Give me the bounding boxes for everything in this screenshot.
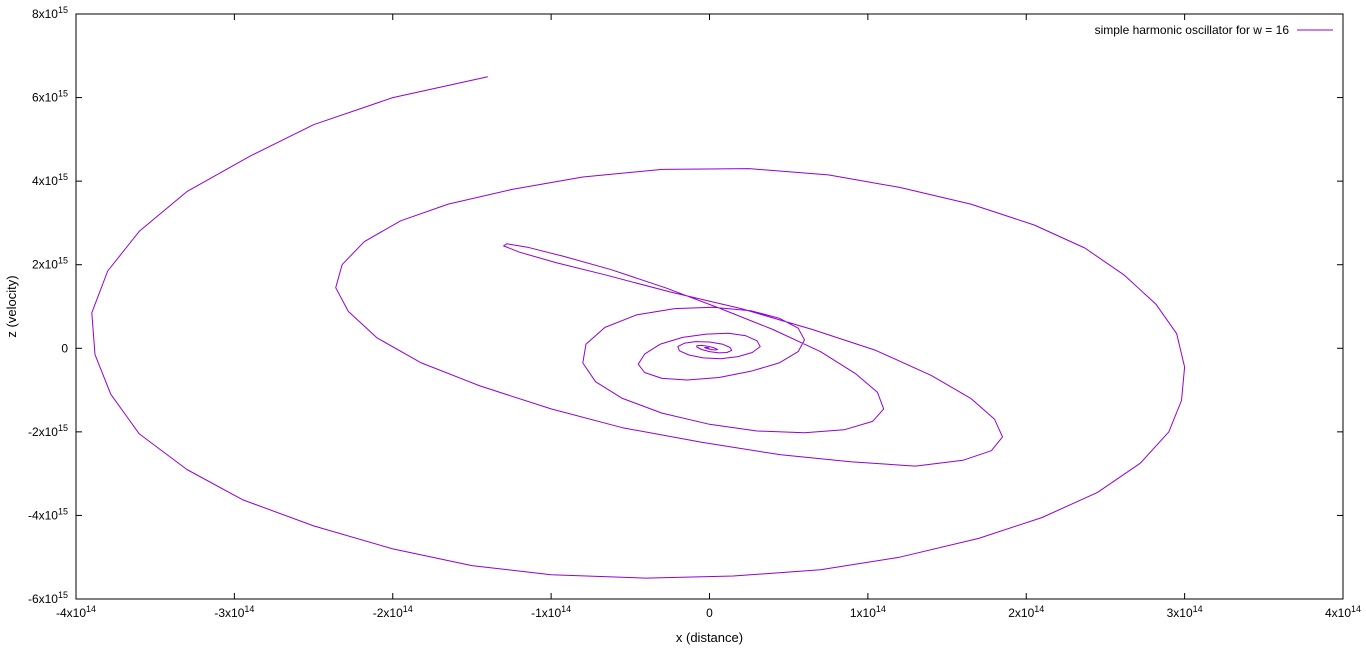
y-tick-label: -4x1015 <box>28 506 68 522</box>
y-tick-label: 6x1015 <box>32 89 68 105</box>
y-axis-label: z (velocity) <box>4 275 19 337</box>
x-tick-label: 4x1014 <box>1325 604 1361 620</box>
x-tick-label: -1x1014 <box>531 604 571 620</box>
x-axis-label: x (distance) <box>676 630 743 645</box>
y-tick-label: -6x1015 <box>28 590 68 606</box>
x-tick-label: 0 <box>706 606 713 620</box>
x-tick-label: 3x1014 <box>1167 604 1203 620</box>
tick-marks <box>75 13 1344 600</box>
plot-area <box>91 76 1186 579</box>
y-tick-label: 8x1015 <box>32 5 68 21</box>
plot-frame <box>75 13 1344 600</box>
legend-series-name: simple harmonic oscillator for w = 16 <box>1095 23 1290 37</box>
x-tick-label: -2x1014 <box>373 604 413 620</box>
y-tick-label: 0 <box>61 341 68 355</box>
legend: simple harmonic oscillator for w = 16 <box>1095 23 1333 37</box>
series-line-0 <box>91 76 1186 579</box>
x-tick-label: -3x1014 <box>214 604 254 620</box>
x-tick-label: -4x1014 <box>56 604 96 620</box>
y-tick-label: -2x1015 <box>28 423 68 439</box>
y-tick-label: 2x1015 <box>32 256 68 272</box>
x-tick-label: 1x1014 <box>850 604 886 620</box>
x-tick-label: 2x1014 <box>1008 604 1044 620</box>
tick-labels: -4x1014 -3x1014 -2x1014 -1x1014 0 1x1014 2x101… <box>28 5 1361 620</box>
y-tick-label: 4x1015 <box>32 172 68 188</box>
